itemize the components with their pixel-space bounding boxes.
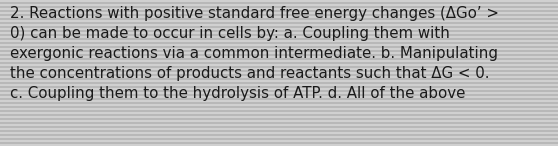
Bar (0, 58, 558, 60)
Bar (0, 128, 558, 130)
Bar (0, 104, 558, 106)
Bar (0, 26, 558, 28)
Bar (0, 134, 558, 136)
Bar (0, 76, 558, 78)
Bar (0, 100, 558, 102)
Bar (0, 96, 558, 98)
Bar (0, 114, 558, 116)
Bar (0, 80, 558, 82)
Bar (0, 84, 558, 86)
Bar (0, 144, 558, 146)
Bar (0, 54, 558, 56)
Bar (0, 48, 558, 50)
Bar (0, 136, 558, 138)
Bar (0, 4, 558, 6)
Bar (0, 88, 558, 90)
Bar (0, 14, 558, 16)
Bar (0, 98, 558, 100)
Bar (0, 70, 558, 72)
Bar (0, 34, 558, 36)
Bar (0, 18, 558, 20)
Bar (0, 124, 558, 126)
Bar (0, 38, 558, 40)
Bar (0, 56, 558, 58)
Bar (0, 42, 558, 44)
Bar (0, 2, 558, 4)
Bar (0, 40, 558, 42)
Bar (0, 132, 558, 134)
Bar (0, 30, 558, 32)
Bar (0, 16, 558, 18)
Bar (0, 66, 558, 68)
Bar (0, 20, 558, 22)
Bar (0, 24, 558, 26)
Bar (0, 74, 558, 76)
Bar (0, 112, 558, 114)
Bar (0, 46, 558, 48)
Bar (0, 94, 558, 96)
Bar (0, 116, 558, 118)
Bar (0, 108, 558, 110)
Bar (0, 12, 558, 14)
Bar (0, 92, 558, 94)
Bar (0, 140, 558, 142)
Bar (0, 10, 558, 12)
Bar (0, 138, 558, 140)
Bar (0, 8, 558, 10)
Bar (0, 44, 558, 46)
Bar (0, 86, 558, 88)
Bar (0, 106, 558, 108)
Bar (0, 82, 558, 84)
Bar (0, 78, 558, 80)
Bar (0, 50, 558, 52)
Bar (0, 142, 558, 144)
Bar (0, 6, 558, 8)
Bar (0, 0, 558, 2)
Bar (0, 28, 558, 30)
Bar (0, 68, 558, 70)
Bar (0, 122, 558, 124)
Bar (0, 62, 558, 64)
Bar (0, 22, 558, 24)
Bar (0, 118, 558, 120)
Bar (0, 102, 558, 104)
Bar (0, 52, 558, 54)
Bar (0, 72, 558, 74)
Bar (0, 60, 558, 62)
Bar (0, 32, 558, 34)
Bar (0, 126, 558, 128)
Bar (0, 120, 558, 122)
Bar (0, 130, 558, 132)
Bar (0, 110, 558, 112)
Bar (0, 36, 558, 38)
Bar (0, 64, 558, 66)
Text: 2. Reactions with positive standard free energy changes (ΔGo’ >
0) can be made t: 2. Reactions with positive standard free… (10, 6, 499, 101)
Bar (0, 90, 558, 92)
